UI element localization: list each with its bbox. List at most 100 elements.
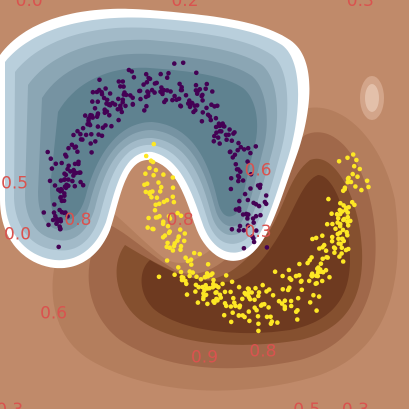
scatter-point-class-0 — [204, 81, 210, 87]
scatter-point-class-1 — [320, 233, 325, 238]
scatter-point-class-1 — [230, 310, 235, 316]
scatter-point-class-1 — [336, 159, 342, 164]
scatter-point-class-1 — [145, 225, 150, 230]
scatter-point-class-1 — [268, 314, 273, 320]
scatter-point-class-1 — [337, 211, 343, 217]
scatter-point-class-1 — [338, 221, 343, 227]
scatter-point-class-0 — [142, 108, 147, 113]
scatter-point-class-0 — [158, 71, 163, 77]
lower-contour-4 — [141, 175, 350, 334]
scatter-point-class-0 — [78, 179, 83, 185]
scatter-point-class-0 — [80, 182, 86, 188]
scatter-point-class-1 — [221, 312, 227, 318]
scatter-point-class-0 — [192, 103, 197, 109]
scatter-point-class-0 — [160, 88, 166, 94]
scatter-point-class-0 — [229, 138, 235, 143]
scatter-point-class-0 — [258, 212, 263, 218]
scatter-point-class-1 — [151, 172, 156, 178]
scatter-point-class-1 — [246, 309, 252, 314]
upper-region-contours — [0, 8, 310, 269]
blob-inner — [365, 84, 379, 112]
scatter-point-class-1 — [297, 261, 302, 267]
scatter-point-class-0 — [58, 194, 63, 200]
scatter-point-class-1 — [195, 300, 201, 305]
contour-labels: 0.0 0.2 0.3 0.5 0.0 0.8 0.8 0.3 0.6 0.6 … — [0, 0, 374, 409]
scatter-point-class-1 — [172, 272, 177, 278]
contour-label: 0.3 — [342, 400, 369, 409]
scatter-point-class-0 — [76, 161, 81, 167]
scatter-point-class-0 — [57, 207, 62, 213]
scatter-point-class-1 — [262, 301, 267, 307]
scatter-point-class-1 — [232, 300, 237, 306]
scatter-point-class-1 — [156, 180, 161, 185]
scatter-point-class-1 — [288, 303, 294, 309]
scatter-point-class-0 — [99, 91, 105, 97]
scatter-point-class-1 — [339, 245, 345, 251]
scatter-point-class-1 — [339, 236, 345, 242]
scatter-point-class-0 — [104, 97, 110, 103]
scatter-point-class-1 — [157, 189, 163, 194]
scatter-point-class-1 — [181, 238, 187, 244]
scatter-point-class-1 — [185, 258, 191, 264]
scatter-point-class-0 — [251, 239, 257, 245]
scatter-point-class-1 — [253, 285, 258, 291]
scatter-point-class-1 — [175, 210, 180, 216]
scatter-point-class-1 — [323, 248, 329, 253]
scatter-point-class-1 — [320, 256, 326, 262]
scatter-point-class-1 — [170, 185, 176, 190]
scatter-point-class-0 — [100, 125, 106, 130]
scatter-point-class-0 — [238, 169, 243, 174]
scatter-point-class-1 — [212, 300, 217, 306]
contour-label: 0.9 — [191, 347, 218, 367]
scatter-point-class-0 — [146, 75, 151, 81]
scatter-point-class-0 — [241, 246, 247, 251]
scatter-point-class-0 — [213, 115, 219, 121]
scatter-point-class-1 — [142, 182, 147, 188]
scatter-point-class-1 — [158, 184, 164, 190]
scatter-point-class-0 — [253, 228, 259, 233]
scatter-point-class-0 — [245, 216, 250, 221]
scatter-point-class-0 — [48, 156, 54, 161]
scatter-point-class-0 — [65, 214, 70, 219]
scatter-point-class-0 — [138, 96, 143, 102]
scatter-point-class-0 — [46, 222, 51, 228]
scatter-point-class-0 — [95, 99, 101, 104]
scatter-point-class-0 — [204, 105, 209, 111]
scatter-point-class-1 — [311, 292, 316, 298]
scatter-point-class-0 — [212, 133, 217, 139]
scatter-point-class-0 — [183, 93, 189, 98]
scatter-point-class-0 — [88, 141, 93, 146]
scatter-point-class-0 — [71, 173, 76, 178]
scatter-point-class-0 — [145, 93, 151, 99]
scatter-point-class-1 — [316, 294, 322, 299]
scatter-point-class-1 — [350, 171, 356, 177]
scatter-point-class-1 — [299, 287, 305, 293]
scatter-point-class-1 — [240, 296, 245, 302]
scatter-point-class-1 — [313, 273, 319, 279]
scatter-point-class-0 — [241, 147, 247, 152]
scatter-point-class-1 — [152, 207, 158, 213]
scatter-point-class-0 — [72, 183, 78, 189]
scatter-point-class-1 — [354, 157, 359, 163]
scatter-point-class-0 — [200, 110, 206, 115]
scatter-point-class-0 — [221, 124, 226, 129]
contour-label: 0.8 — [249, 342, 276, 362]
scatter-point-class-0 — [237, 198, 242, 204]
scatter-point-class-1 — [222, 301, 228, 306]
scatter-point-class-0 — [66, 177, 71, 182]
scatter-point-class-1 — [335, 216, 341, 221]
scatter-point-class-1 — [193, 289, 198, 294]
scatter-point-class-1 — [201, 294, 206, 300]
scatter-point-class-1 — [266, 305, 271, 310]
scatter-point-class-1 — [205, 274, 211, 279]
scatter-point-class-0 — [245, 145, 251, 151]
scatter-point-class-0 — [235, 147, 240, 153]
scatter-point-class-1 — [150, 159, 156, 165]
scatter-point-class-1 — [151, 141, 157, 147]
scatter-point-class-1 — [236, 313, 242, 318]
scatter-point-class-1 — [282, 306, 288, 312]
scatter-point-class-1 — [175, 238, 180, 243]
scatter-point-class-1 — [184, 292, 190, 297]
scatter-point-class-1 — [341, 217, 346, 223]
scatter-point-class-1 — [214, 290, 219, 295]
